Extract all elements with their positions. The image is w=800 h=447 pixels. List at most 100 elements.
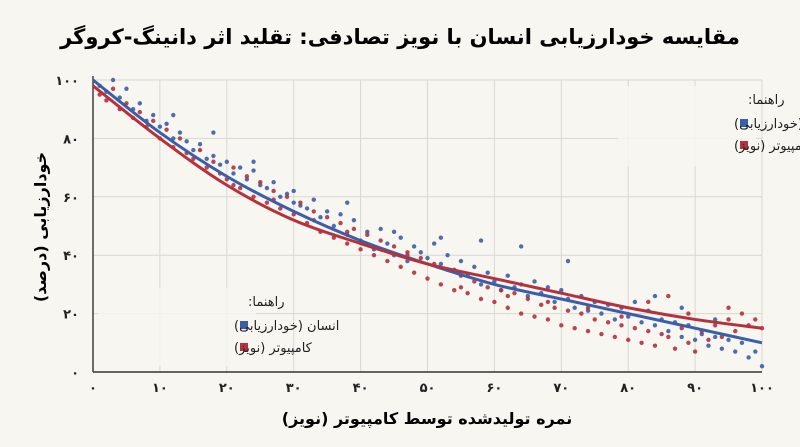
noise-point bbox=[398, 264, 403, 270]
y-tick-label: ۲۰ bbox=[63, 308, 79, 323]
chart-title: مقایسه خودارزیابی انسان با نویز تصادفی: … bbox=[59, 24, 740, 49]
human-point bbox=[351, 217, 357, 223]
noise-point bbox=[438, 282, 444, 287]
noise-point bbox=[264, 200, 270, 205]
noise-point bbox=[244, 174, 250, 179]
noise-point bbox=[418, 255, 424, 261]
x-tick-label: ۱۰۰ bbox=[750, 381, 774, 396]
noise-point bbox=[498, 288, 504, 293]
human-point bbox=[411, 244, 417, 249]
noise-point bbox=[572, 326, 577, 331]
noise-point bbox=[659, 331, 664, 337]
noise-point bbox=[672, 346, 678, 351]
x-tick-label: ۷۰ bbox=[553, 381, 569, 396]
legend-entry: کامپیوتر (نویز) bbox=[234, 341, 313, 356]
noise-point bbox=[626, 337, 631, 343]
human-point bbox=[652, 323, 658, 328]
noise-point bbox=[579, 311, 584, 316]
human-point bbox=[559, 288, 564, 293]
human-point bbox=[478, 282, 484, 287]
human-point bbox=[291, 200, 296, 205]
noise-point bbox=[365, 232, 370, 237]
human-point bbox=[211, 153, 216, 159]
human-point bbox=[599, 311, 604, 316]
noise-point bbox=[532, 314, 537, 319]
human-point bbox=[692, 337, 698, 343]
noise-point bbox=[646, 328, 651, 334]
human-point bbox=[184, 139, 189, 144]
scatter-points bbox=[97, 77, 765, 369]
y-tick-label: ۴۰ bbox=[63, 249, 79, 264]
noise-point bbox=[197, 147, 203, 153]
legend-entry: انسان (خودارزیابی) bbox=[234, 319, 339, 334]
human-point bbox=[324, 209, 330, 214]
human-point bbox=[746, 355, 751, 360]
noise-point bbox=[599, 331, 604, 337]
legend-box bbox=[618, 86, 756, 166]
human-point bbox=[639, 320, 644, 325]
human-point bbox=[733, 349, 738, 354]
noise-point bbox=[137, 109, 143, 115]
x-tick-label: ۴۰ bbox=[353, 381, 369, 396]
noise-point bbox=[411, 270, 417, 275]
human-point bbox=[338, 212, 343, 217]
noise-point bbox=[679, 326, 684, 331]
legend-bottom-left: راهنما: انسان (خودارزیابی) کامپیوتر (نویز) bbox=[98, 288, 339, 366]
noise-point bbox=[151, 118, 156, 124]
noise-point bbox=[686, 340, 691, 345]
human-point bbox=[438, 261, 444, 267]
noise-point bbox=[739, 311, 745, 316]
noise-point bbox=[706, 337, 711, 343]
noise-point bbox=[211, 159, 216, 164]
x-tick-label: ۳۰ bbox=[286, 381, 302, 396]
human-point bbox=[318, 215, 323, 220]
human-point bbox=[612, 317, 618, 322]
legend-title: راهنما: bbox=[248, 295, 285, 310]
legend-top-right: راهنما: انسان (خودارزیابی) کامپیوتر (نویز) bbox=[618, 86, 800, 166]
noise-point bbox=[284, 194, 290, 199]
noise-point bbox=[258, 180, 263, 185]
human-point bbox=[385, 241, 390, 246]
noise-point bbox=[458, 285, 464, 290]
noise-point bbox=[619, 314, 624, 319]
noise-point bbox=[539, 302, 544, 308]
human-point bbox=[679, 334, 684, 340]
human-point bbox=[151, 112, 156, 118]
y-tick-label: ۸۰ bbox=[63, 132, 79, 147]
human-point bbox=[478, 238, 484, 243]
human-point bbox=[719, 346, 725, 351]
human-point bbox=[438, 235, 444, 240]
human-point bbox=[124, 86, 129, 91]
x-tick-label: ۰ bbox=[89, 381, 97, 396]
noise-point bbox=[632, 326, 638, 331]
human-point bbox=[632, 299, 638, 305]
noise-point bbox=[559, 323, 564, 328]
y-tick-label: ۰ bbox=[71, 366, 79, 381]
human-point bbox=[378, 226, 383, 232]
human-point bbox=[157, 124, 163, 129]
noise-point bbox=[512, 290, 517, 296]
human-point bbox=[217, 162, 223, 167]
noise-point bbox=[465, 290, 470, 296]
x-tick-label: ۲۰ bbox=[219, 381, 235, 396]
noise-point bbox=[619, 323, 624, 328]
human-point bbox=[231, 171, 236, 176]
human-point bbox=[237, 165, 243, 170]
human-point bbox=[565, 258, 571, 264]
noise-point bbox=[338, 220, 343, 226]
noise-point bbox=[237, 185, 243, 191]
legends: راهنما: انسان (خودارزیابی) کامپیوتر (نویز)… bbox=[98, 86, 800, 366]
noise-point bbox=[104, 98, 109, 103]
legend-title: راهنما: bbox=[748, 93, 785, 108]
human-point bbox=[171, 112, 176, 118]
noise-point bbox=[692, 349, 698, 354]
axes bbox=[92, 76, 762, 373]
noise-point bbox=[478, 296, 484, 302]
noise-point bbox=[164, 127, 169, 132]
noise-point bbox=[605, 320, 611, 325]
noise-point bbox=[525, 296, 531, 302]
noise-point bbox=[518, 311, 524, 316]
human-point bbox=[117, 95, 122, 100]
human-point bbox=[204, 156, 209, 162]
y-axis-title: خودارزیابی (درصد) bbox=[31, 152, 50, 302]
